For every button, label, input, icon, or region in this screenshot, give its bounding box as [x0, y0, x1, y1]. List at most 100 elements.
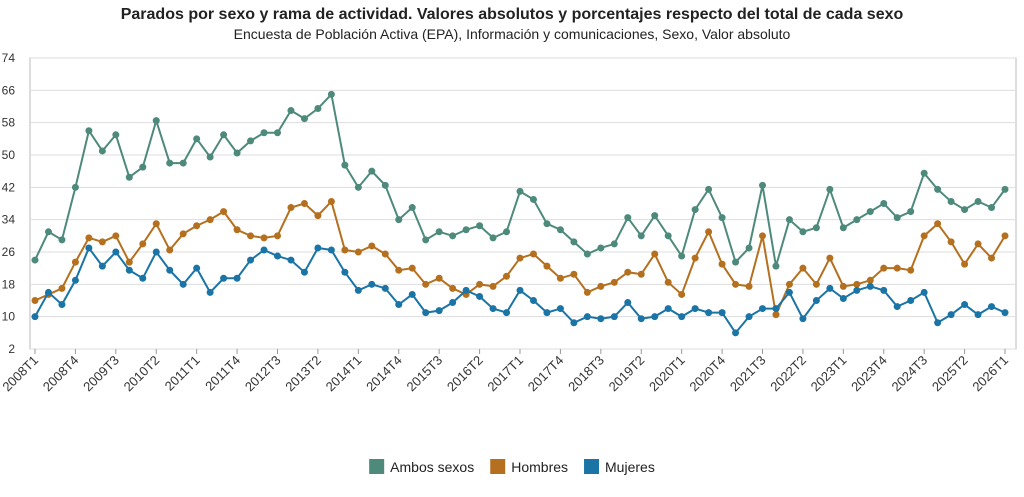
y-tick-label: 34	[2, 213, 16, 227]
legend-swatch	[584, 459, 600, 474]
y-tick-label: 66	[2, 83, 16, 97]
data-point	[193, 222, 201, 230]
data-point	[947, 311, 955, 319]
legend-swatch	[369, 459, 385, 474]
data-point	[125, 258, 133, 266]
y-tick-label: 58	[2, 116, 16, 130]
data-point	[934, 185, 942, 193]
data-point	[974, 311, 982, 319]
data-point	[462, 286, 470, 294]
data-point	[651, 313, 659, 321]
data-point	[691, 206, 699, 214]
data-point	[489, 305, 497, 313]
legend: Ambos sexos Hombres Mujeres	[369, 459, 655, 475]
data-point	[543, 220, 551, 228]
data-point	[920, 288, 928, 296]
data-point	[327, 246, 335, 254]
data-point	[300, 115, 308, 123]
data-point	[98, 238, 106, 246]
data-point	[503, 272, 511, 280]
y-tick-label: 2	[8, 342, 15, 356]
data-point	[745, 282, 753, 290]
data-point	[435, 307, 443, 315]
data-point	[287, 107, 295, 115]
data-point	[556, 226, 564, 234]
data-point	[799, 315, 807, 323]
data-point	[274, 129, 281, 137]
data-point	[961, 301, 969, 309]
data-point	[449, 299, 457, 307]
x-tick-label: 2011T1	[162, 353, 203, 394]
data-point	[759, 232, 766, 240]
data-point	[759, 305, 766, 313]
data-point	[193, 264, 201, 272]
data-point	[287, 204, 295, 212]
data-point	[961, 260, 969, 268]
x-tick-label: 2023T4	[848, 353, 890, 395]
data-point	[58, 301, 66, 309]
x-tick-label: 2008T1	[0, 353, 41, 395]
data-point	[624, 214, 632, 222]
data-point	[422, 280, 430, 288]
data-point	[327, 90, 335, 98]
series-line	[34, 92, 1006, 267]
data-point	[462, 226, 470, 234]
data-point	[381, 284, 389, 292]
data-point	[381, 250, 389, 258]
data-point	[152, 248, 160, 256]
data-point	[179, 280, 187, 288]
data-point	[664, 278, 672, 286]
data-point	[597, 244, 605, 252]
data-point	[247, 256, 255, 264]
data-point	[516, 286, 524, 294]
data-point	[408, 204, 416, 212]
legend-label: Hombres	[511, 459, 568, 475]
data-point	[583, 288, 591, 296]
data-point	[112, 232, 120, 240]
data-point	[893, 214, 901, 222]
data-point	[907, 297, 915, 304]
data-point	[691, 254, 699, 262]
x-tick-label: 2012T3	[242, 353, 284, 395]
data-point	[58, 284, 66, 292]
data-point	[395, 216, 403, 224]
data-point	[354, 248, 362, 256]
data-point	[314, 105, 322, 113]
data-point	[71, 183, 79, 191]
data-point	[220, 208, 228, 216]
data-point	[179, 159, 187, 167]
data-point	[71, 258, 79, 266]
data-point	[718, 214, 726, 222]
data-point	[785, 280, 793, 288]
x-tick-label: 2020T1	[646, 353, 688, 395]
data-point	[44, 288, 52, 296]
x-tick-label: 2024T3	[889, 353, 931, 395]
data-point	[166, 246, 174, 254]
data-point	[893, 303, 901, 311]
data-point	[732, 258, 740, 266]
data-point	[934, 220, 942, 228]
data-point	[449, 284, 457, 292]
x-tick-label: 2019T2	[606, 353, 648, 395]
data-point	[853, 216, 861, 224]
data-point	[395, 301, 403, 309]
data-point	[408, 264, 416, 272]
data-point	[745, 244, 753, 252]
data-point	[1001, 309, 1009, 317]
data-point	[31, 256, 39, 264]
data-point	[368, 167, 376, 175]
data-point	[193, 135, 201, 143]
legend-label: Ambos sexos	[390, 459, 474, 475]
data-point	[583, 250, 591, 258]
data-point	[220, 131, 228, 139]
data-point	[179, 230, 187, 238]
data-point	[826, 254, 834, 262]
data-point	[570, 319, 578, 327]
data-point	[866, 276, 874, 284]
data-point	[98, 262, 106, 270]
data-point	[583, 313, 591, 321]
x-tick-label: 2013T2	[282, 353, 324, 395]
data-point	[637, 270, 645, 278]
data-point	[610, 278, 618, 286]
data-point	[651, 212, 659, 220]
